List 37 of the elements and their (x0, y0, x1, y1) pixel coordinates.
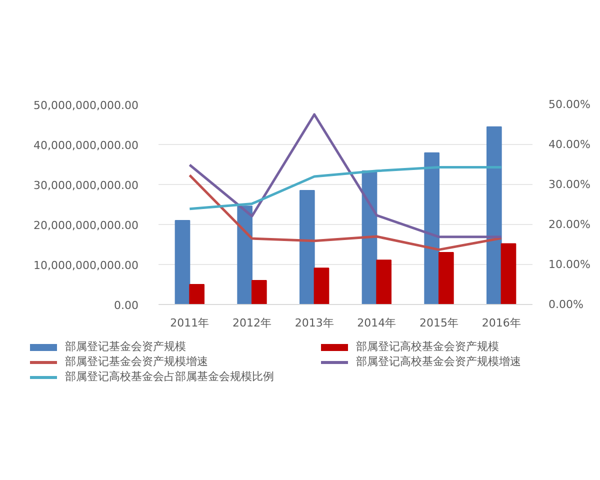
bar (299, 190, 315, 304)
y2-tick-label: 30.00% (548, 178, 590, 191)
y2-tick-label: 40.00% (548, 138, 590, 151)
legend-label: 部属登记高校基金会资产规模 (356, 339, 499, 355)
y-tick-label: 50,000,000,000.00 (34, 99, 138, 112)
legend-label: 部属登记基金会资产规模 (65, 339, 186, 355)
x-tick-label: 2014年 (357, 316, 396, 330)
bar (252, 280, 267, 304)
y-tick-label: 30,000,000,000.00 (34, 179, 138, 192)
y2-tick-label: 20.00% (548, 218, 590, 231)
y-tick-label: 40,000,000,000.00 (34, 139, 138, 152)
x-tick-label: 2011年 (170, 316, 210, 330)
bar (486, 126, 502, 304)
legend-label: 部属登记基金会资产规模增速 (65, 354, 208, 370)
line-series (188, 166, 503, 210)
bar (376, 260, 392, 304)
x-tick-label: 2012年 (232, 316, 272, 330)
x-tick-label: 2013年 (294, 316, 334, 330)
bar (424, 152, 440, 304)
line-series (188, 113, 503, 238)
bar (237, 206, 252, 304)
x-tick-label: 2015年 (420, 316, 459, 330)
bar (500, 243, 516, 304)
y-tick-label: 0.00 (114, 299, 139, 312)
bar (438, 252, 454, 304)
bar (314, 268, 330, 304)
bar (174, 220, 190, 304)
y-tick-label: 10,000,000,000.00 (34, 259, 138, 272)
line-series (188, 174, 503, 251)
y-tick-label: 20,000,000,000.00 (34, 219, 138, 232)
y2-tick-label: 0.00% (548, 298, 584, 311)
legend-label: 部属登记高校基金会资产规模增速 (356, 354, 521, 370)
bar (189, 284, 205, 304)
x-tick-label: 2016年 (482, 316, 521, 330)
legend-label: 部属登记高校基金会占部属基金会规模比例 (65, 369, 274, 385)
y2-tick-label: 50.00% (548, 98, 590, 111)
y2-tick-label: 10.00% (548, 258, 590, 271)
